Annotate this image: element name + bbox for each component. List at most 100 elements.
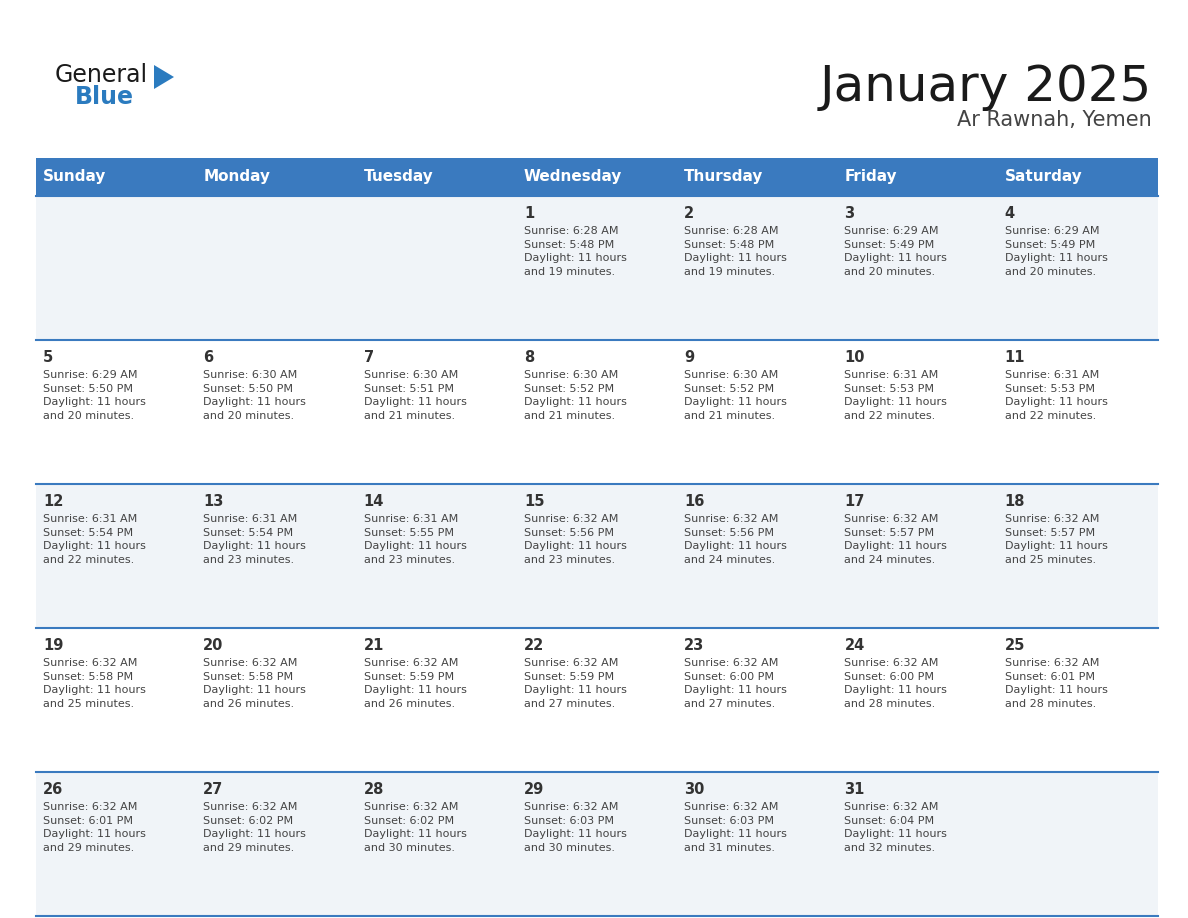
Bar (677, 340, 838, 484)
Text: January 2025: January 2025 (820, 63, 1152, 111)
Text: 30: 30 (684, 782, 704, 797)
Text: Sunrise: 6:32 AM
Sunset: 6:02 PM
Daylight: 11 hours
and 30 minutes.: Sunrise: 6:32 AM Sunset: 6:02 PM Dayligh… (364, 802, 467, 853)
Text: Tuesday: Tuesday (364, 170, 434, 185)
Text: Sunrise: 6:30 AM
Sunset: 5:52 PM
Daylight: 11 hours
and 21 minutes.: Sunrise: 6:30 AM Sunset: 5:52 PM Dayligh… (684, 370, 786, 420)
Text: 4: 4 (1005, 206, 1015, 221)
Bar (677, 484, 838, 628)
Text: 7: 7 (364, 350, 374, 365)
Text: 17: 17 (845, 494, 865, 509)
Bar (36, 628, 196, 772)
Text: Wednesday: Wednesday (524, 170, 623, 185)
Text: Sunrise: 6:32 AM
Sunset: 5:58 PM
Daylight: 11 hours
and 25 minutes.: Sunrise: 6:32 AM Sunset: 5:58 PM Dayligh… (43, 658, 146, 709)
Text: Sunrise: 6:30 AM
Sunset: 5:51 PM
Daylight: 11 hours
and 21 minutes.: Sunrise: 6:30 AM Sunset: 5:51 PM Dayligh… (364, 370, 467, 420)
Text: Sunrise: 6:32 AM
Sunset: 6:02 PM
Daylight: 11 hours
and 29 minutes.: Sunrise: 6:32 AM Sunset: 6:02 PM Dayligh… (203, 802, 307, 853)
Text: 15: 15 (524, 494, 544, 509)
Bar (356, 158, 517, 196)
Bar (36, 484, 196, 628)
Text: 11: 11 (1005, 350, 1025, 365)
Bar (998, 772, 1158, 916)
Bar (677, 628, 838, 772)
Text: 16: 16 (684, 494, 704, 509)
Text: 14: 14 (364, 494, 384, 509)
Text: Sunrise: 6:30 AM
Sunset: 5:52 PM
Daylight: 11 hours
and 21 minutes.: Sunrise: 6:30 AM Sunset: 5:52 PM Dayligh… (524, 370, 627, 420)
Bar (998, 158, 1158, 196)
Text: Sunrise: 6:28 AM
Sunset: 5:48 PM
Daylight: 11 hours
and 19 minutes.: Sunrise: 6:28 AM Sunset: 5:48 PM Dayligh… (684, 226, 786, 277)
Bar (196, 772, 356, 916)
Text: Sunrise: 6:29 AM
Sunset: 5:50 PM
Daylight: 11 hours
and 20 minutes.: Sunrise: 6:29 AM Sunset: 5:50 PM Dayligh… (43, 370, 146, 420)
Text: 23: 23 (684, 638, 704, 653)
Text: 26: 26 (43, 782, 63, 797)
Text: Sunrise: 6:32 AM
Sunset: 6:03 PM
Daylight: 11 hours
and 31 minutes.: Sunrise: 6:32 AM Sunset: 6:03 PM Dayligh… (684, 802, 786, 853)
Bar (196, 484, 356, 628)
Text: Sunrise: 6:31 AM
Sunset: 5:53 PM
Daylight: 11 hours
and 22 minutes.: Sunrise: 6:31 AM Sunset: 5:53 PM Dayligh… (845, 370, 947, 420)
Text: Sunrise: 6:32 AM
Sunset: 6:00 PM
Daylight: 11 hours
and 27 minutes.: Sunrise: 6:32 AM Sunset: 6:00 PM Dayligh… (684, 658, 786, 709)
Bar (998, 628, 1158, 772)
Bar (998, 484, 1158, 628)
Bar (356, 484, 517, 628)
Text: Sunrise: 6:32 AM
Sunset: 5:57 PM
Daylight: 11 hours
and 25 minutes.: Sunrise: 6:32 AM Sunset: 5:57 PM Dayligh… (1005, 514, 1107, 565)
Bar (356, 196, 517, 340)
Text: Sunrise: 6:29 AM
Sunset: 5:49 PM
Daylight: 11 hours
and 20 minutes.: Sunrise: 6:29 AM Sunset: 5:49 PM Dayligh… (1005, 226, 1107, 277)
Bar (196, 158, 356, 196)
Text: 25: 25 (1005, 638, 1025, 653)
Text: General: General (55, 63, 148, 87)
Text: 8: 8 (524, 350, 535, 365)
Bar (838, 484, 998, 628)
Text: Sunrise: 6:32 AM
Sunset: 5:56 PM
Daylight: 11 hours
and 24 minutes.: Sunrise: 6:32 AM Sunset: 5:56 PM Dayligh… (684, 514, 786, 565)
Text: Sunrise: 6:32 AM
Sunset: 5:59 PM
Daylight: 11 hours
and 26 minutes.: Sunrise: 6:32 AM Sunset: 5:59 PM Dayligh… (364, 658, 467, 709)
Text: 13: 13 (203, 494, 223, 509)
Bar (517, 484, 677, 628)
Bar (196, 340, 356, 484)
Text: Thursday: Thursday (684, 170, 764, 185)
Bar (36, 772, 196, 916)
Text: 31: 31 (845, 782, 865, 797)
Bar (838, 628, 998, 772)
Bar (356, 772, 517, 916)
Text: Sunrise: 6:32 AM
Sunset: 5:59 PM
Daylight: 11 hours
and 27 minutes.: Sunrise: 6:32 AM Sunset: 5:59 PM Dayligh… (524, 658, 627, 709)
Text: Sunrise: 6:32 AM
Sunset: 5:56 PM
Daylight: 11 hours
and 23 minutes.: Sunrise: 6:32 AM Sunset: 5:56 PM Dayligh… (524, 514, 627, 565)
Bar (196, 196, 356, 340)
Text: 20: 20 (203, 638, 223, 653)
Text: Sunrise: 6:32 AM
Sunset: 6:03 PM
Daylight: 11 hours
and 30 minutes.: Sunrise: 6:32 AM Sunset: 6:03 PM Dayligh… (524, 802, 627, 853)
Bar (998, 340, 1158, 484)
Text: 5: 5 (43, 350, 53, 365)
Text: 27: 27 (203, 782, 223, 797)
Text: 2: 2 (684, 206, 694, 221)
Text: Sunrise: 6:30 AM
Sunset: 5:50 PM
Daylight: 11 hours
and 20 minutes.: Sunrise: 6:30 AM Sunset: 5:50 PM Dayligh… (203, 370, 307, 420)
Bar (838, 158, 998, 196)
Bar (356, 628, 517, 772)
Text: Sunrise: 6:31 AM
Sunset: 5:54 PM
Daylight: 11 hours
and 23 minutes.: Sunrise: 6:31 AM Sunset: 5:54 PM Dayligh… (203, 514, 307, 565)
Bar (36, 340, 196, 484)
Bar (356, 340, 517, 484)
Text: 9: 9 (684, 350, 694, 365)
Text: Sunrise: 6:32 AM
Sunset: 5:58 PM
Daylight: 11 hours
and 26 minutes.: Sunrise: 6:32 AM Sunset: 5:58 PM Dayligh… (203, 658, 307, 709)
Bar (517, 340, 677, 484)
Text: Sunday: Sunday (43, 170, 107, 185)
Text: Sunrise: 6:32 AM
Sunset: 6:01 PM
Daylight: 11 hours
and 29 minutes.: Sunrise: 6:32 AM Sunset: 6:01 PM Dayligh… (43, 802, 146, 853)
Text: Ar Rawnah, Yemen: Ar Rawnah, Yemen (958, 110, 1152, 130)
Text: Sunrise: 6:32 AM
Sunset: 6:01 PM
Daylight: 11 hours
and 28 minutes.: Sunrise: 6:32 AM Sunset: 6:01 PM Dayligh… (1005, 658, 1107, 709)
Text: Sunrise: 6:31 AM
Sunset: 5:53 PM
Daylight: 11 hours
and 22 minutes.: Sunrise: 6:31 AM Sunset: 5:53 PM Dayligh… (1005, 370, 1107, 420)
Text: Sunrise: 6:29 AM
Sunset: 5:49 PM
Daylight: 11 hours
and 20 minutes.: Sunrise: 6:29 AM Sunset: 5:49 PM Dayligh… (845, 226, 947, 277)
Bar (838, 772, 998, 916)
Bar (36, 158, 196, 196)
Text: Sunrise: 6:32 AM
Sunset: 5:57 PM
Daylight: 11 hours
and 24 minutes.: Sunrise: 6:32 AM Sunset: 5:57 PM Dayligh… (845, 514, 947, 565)
Polygon shape (154, 65, 173, 89)
Bar (998, 196, 1158, 340)
Text: Friday: Friday (845, 170, 897, 185)
Bar (517, 158, 677, 196)
Bar (196, 628, 356, 772)
Bar (517, 628, 677, 772)
Bar (517, 772, 677, 916)
Text: 12: 12 (43, 494, 63, 509)
Text: 3: 3 (845, 206, 854, 221)
Text: 24: 24 (845, 638, 865, 653)
Bar (517, 196, 677, 340)
Text: 19: 19 (43, 638, 63, 653)
Bar (677, 772, 838, 916)
Text: Monday: Monday (203, 170, 271, 185)
Text: 18: 18 (1005, 494, 1025, 509)
Text: 21: 21 (364, 638, 384, 653)
Text: 1: 1 (524, 206, 535, 221)
Text: Blue: Blue (75, 85, 134, 109)
